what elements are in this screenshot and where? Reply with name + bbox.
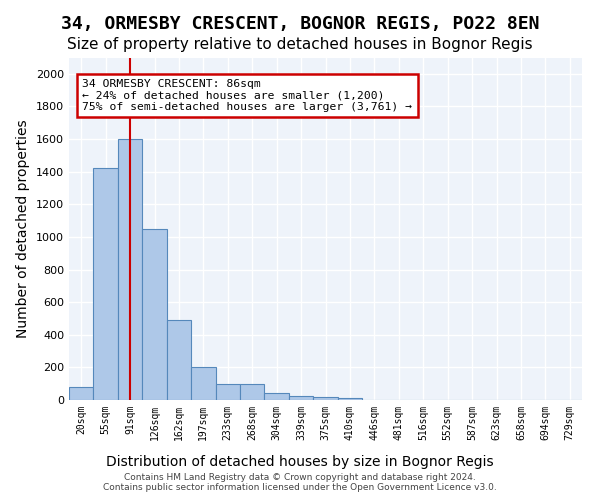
Text: 34, ORMESBY CRESCENT, BOGNOR REGIS, PO22 8EN: 34, ORMESBY CRESCENT, BOGNOR REGIS, PO22…: [61, 15, 539, 33]
Bar: [94, 168, 118, 400]
Bar: [338, 398, 362, 400]
Text: 34 ORMESBY CRESCENT: 86sqm
← 24% of detached houses are smaller (1,200)
75% of s: 34 ORMESBY CRESCENT: 86sqm ← 24% of deta…: [82, 78, 412, 112]
Bar: [167, 320, 191, 400]
Bar: [289, 396, 313, 400]
Bar: [215, 384, 240, 400]
Bar: [142, 229, 167, 400]
Bar: [118, 139, 142, 400]
Y-axis label: Number of detached properties: Number of detached properties: [16, 120, 31, 338]
Bar: [313, 396, 338, 400]
Text: Contains HM Land Registry data © Crown copyright and database right 2024.
Contai: Contains HM Land Registry data © Crown c…: [103, 473, 497, 492]
Bar: [240, 384, 265, 400]
Bar: [265, 394, 289, 400]
Text: Distribution of detached houses by size in Bognor Regis: Distribution of detached houses by size …: [106, 455, 494, 469]
Bar: [69, 387, 94, 400]
Bar: [191, 368, 215, 400]
Text: Size of property relative to detached houses in Bognor Regis: Size of property relative to detached ho…: [67, 38, 533, 52]
